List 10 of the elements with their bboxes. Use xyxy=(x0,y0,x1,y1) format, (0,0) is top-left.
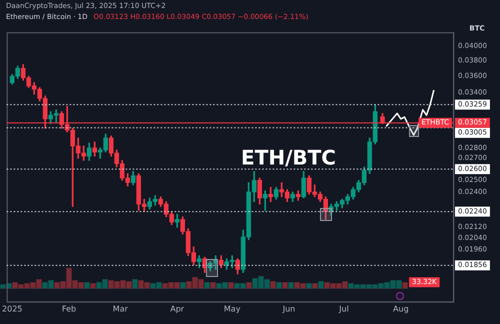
x-tick-label: May xyxy=(224,304,241,314)
bar xyxy=(132,279,138,288)
x-tick-label: Mar xyxy=(112,304,129,314)
x-tick-label: 2025 xyxy=(2,304,22,314)
x-tick-label: Feb xyxy=(62,304,76,314)
x-tick-label: Jul xyxy=(338,304,349,314)
x-tick-label: Jun xyxy=(282,304,296,314)
annotation: ETH/BTC xyxy=(241,145,336,170)
x-tick-label: Apr xyxy=(170,304,185,314)
x-tick-label: Aug xyxy=(393,304,409,314)
